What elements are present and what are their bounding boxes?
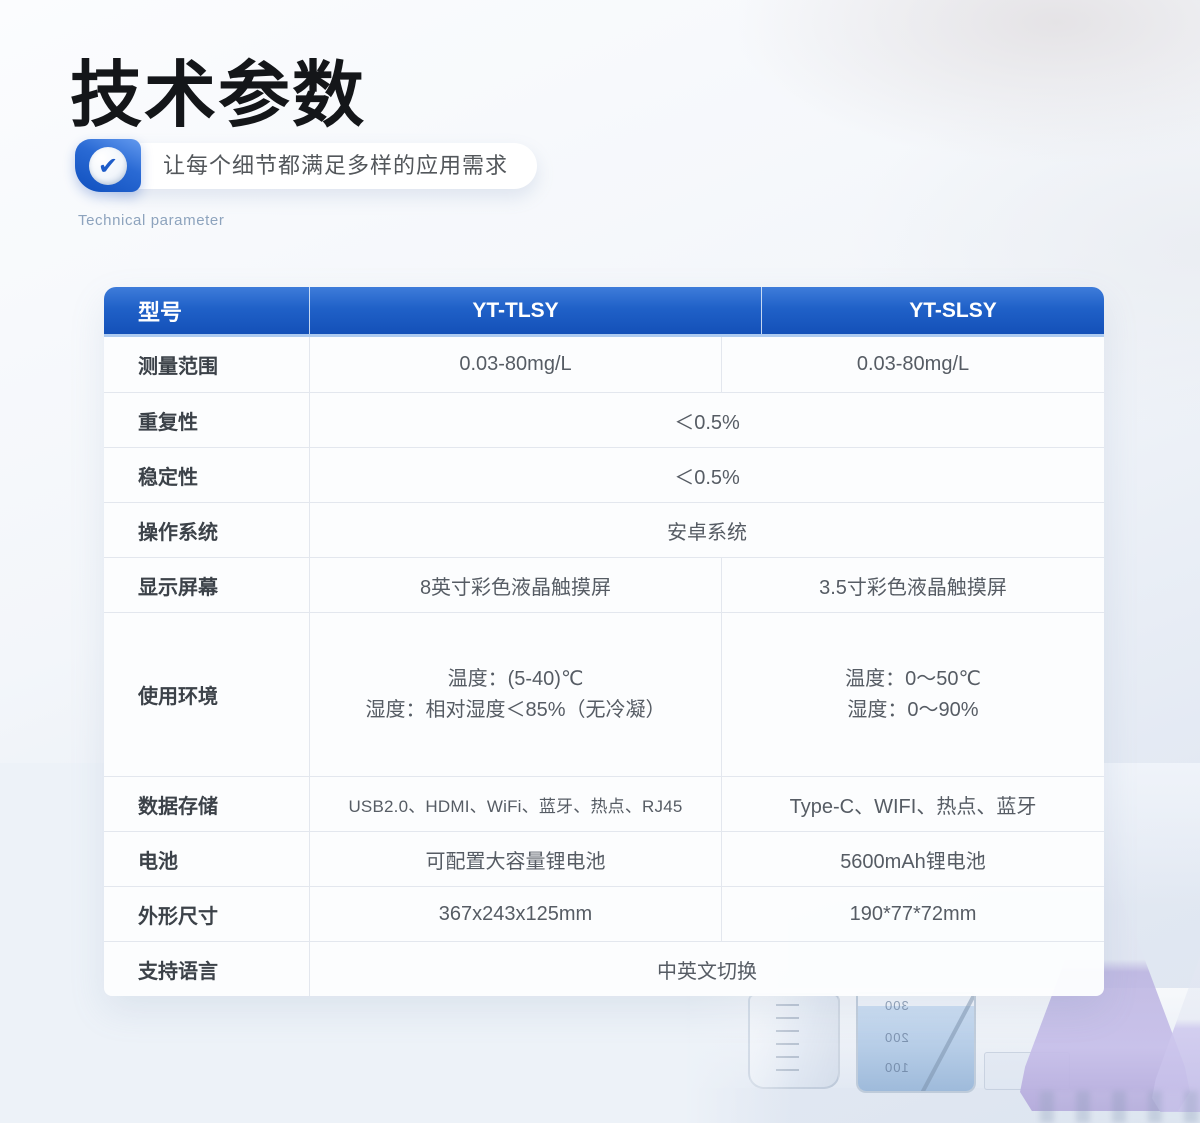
table-row-repeatability: 重复性 ＜0.5% bbox=[104, 392, 1104, 447]
column-header-model: 型号 bbox=[138, 299, 183, 325]
surface-reflections bbox=[1040, 1091, 1200, 1123]
check-icon: ✔ bbox=[89, 147, 127, 185]
table-row-languages: 支持语言 中英文切换 bbox=[104, 941, 1104, 996]
cell-value: 190*77*72mm bbox=[721, 887, 1104, 941]
table-row-environment: 使用环境 温度：(5-40)℃ 湿度：相对湿度＜85%（无冷凝） 温度：0～50… bbox=[104, 612, 1104, 776]
table-row-measuring-range: 测量范围 0.03-80mg/L 0.03-80mg/L bbox=[104, 337, 1104, 392]
row-label: 稳定性 bbox=[138, 466, 198, 489]
row-label: 测量范围 bbox=[138, 356, 218, 378]
row-label: 操作系统 bbox=[138, 521, 218, 544]
cell-value: 367x243x125mm bbox=[309, 887, 721, 941]
column-header-yt-tlsy: YT-TLSY bbox=[309, 287, 721, 334]
spec-table: 型号 YT-TLSY YT-SLSY 测量范围 0.03-80mg/L 0.03… bbox=[104, 287, 1104, 996]
graduated-cylinder-illustration bbox=[748, 993, 840, 1089]
row-label: 支持语言 bbox=[138, 960, 218, 983]
check-badge: ✔ bbox=[75, 139, 141, 192]
cell-value: 可配置大容量锂电池 bbox=[309, 832, 721, 886]
beaker-liquid bbox=[858, 1006, 974, 1091]
table-row-battery: 电池 可配置大容量锂电池 5600mAh锂电池 bbox=[104, 831, 1104, 886]
cell-value: 温度：0～50℃ 湿度：0～90% bbox=[721, 613, 1104, 776]
cell-value: 温度：(5-40)℃ 湿度：相对湿度＜85%（无冷凝） bbox=[309, 613, 721, 776]
table-header-row: 型号 YT-TLSY YT-SLSY bbox=[104, 287, 1104, 337]
env-line-temperature: 温度：0～50℃ bbox=[845, 667, 981, 690]
cell-value: 8英寸彩色液晶触摸屏 bbox=[309, 558, 721, 612]
cell-value: 0.03-80mg/L bbox=[721, 337, 1104, 392]
env-line-temperature: 温度：(5-40)℃ bbox=[447, 667, 584, 690]
beaker-scale-label: 200 bbox=[884, 1030, 909, 1045]
cell-value: USB2.0、HDMI、WiFi、蓝牙、热点、RJ45 bbox=[309, 777, 721, 831]
beaker-illustration: 300 200 100 bbox=[856, 992, 976, 1093]
env-line-humidity: 湿度：相对湿度＜85%（无冷凝） bbox=[365, 698, 666, 721]
cell-value-merged: ＜0.5% bbox=[309, 393, 1104, 447]
table-row-stability: 稳定性 ＜0.5% bbox=[104, 447, 1104, 502]
cell-value-merged: 中英文切换 bbox=[309, 942, 1104, 996]
tagline-badge: 让每个细节都满足多样的应用需求 ✔ bbox=[75, 139, 545, 192]
cell-value: Type-C、WIFI、热点、蓝牙 bbox=[721, 777, 1104, 831]
cylinder-scale-marks bbox=[776, 1004, 800, 1073]
table-row-operating-system: 操作系统 安卓系统 bbox=[104, 502, 1104, 557]
column-header-yt-slsy: YT-SLSY bbox=[761, 287, 1104, 334]
cell-value: 0.03-80mg/L bbox=[309, 337, 721, 392]
beaker-scale-label: 100 bbox=[884, 1060, 909, 1075]
cell-value-merged: 安卓系统 bbox=[309, 503, 1104, 557]
subtitle-english: Technical parameter bbox=[78, 212, 225, 229]
page-title: 技术参数 bbox=[70, 52, 367, 137]
tagline-text: 让每个细节都满足多样的应用需求 bbox=[105, 143, 537, 189]
table-row-display: 显示屏幕 8英寸彩色液晶触摸屏 3.5寸彩色液晶触摸屏 bbox=[104, 557, 1104, 612]
row-label: 电池 bbox=[138, 850, 178, 873]
beaker-scale-label: 300 bbox=[884, 998, 909, 1013]
row-label: 数据存储 bbox=[138, 795, 218, 818]
row-label: 外形尺寸 bbox=[138, 905, 218, 928]
row-label: 重复性 bbox=[138, 411, 198, 434]
table-row-dimensions: 外形尺寸 367x243x125mm 190*77*72mm bbox=[104, 886, 1104, 941]
row-label: 显示屏幕 bbox=[138, 576, 218, 599]
cell-value: 5600mAh锂电池 bbox=[721, 832, 1104, 886]
row-label: 使用环境 bbox=[138, 686, 218, 708]
env-line-humidity: 湿度：0～90% bbox=[847, 698, 979, 721]
cell-value: 3.5寸彩色液晶触摸屏 bbox=[721, 558, 1104, 612]
table-row-data-storage: 数据存储 USB2.0、HDMI、WiFi、蓝牙、热点、RJ45 Type-C、… bbox=[104, 776, 1104, 831]
cell-value-merged: ＜0.5% bbox=[309, 448, 1104, 502]
